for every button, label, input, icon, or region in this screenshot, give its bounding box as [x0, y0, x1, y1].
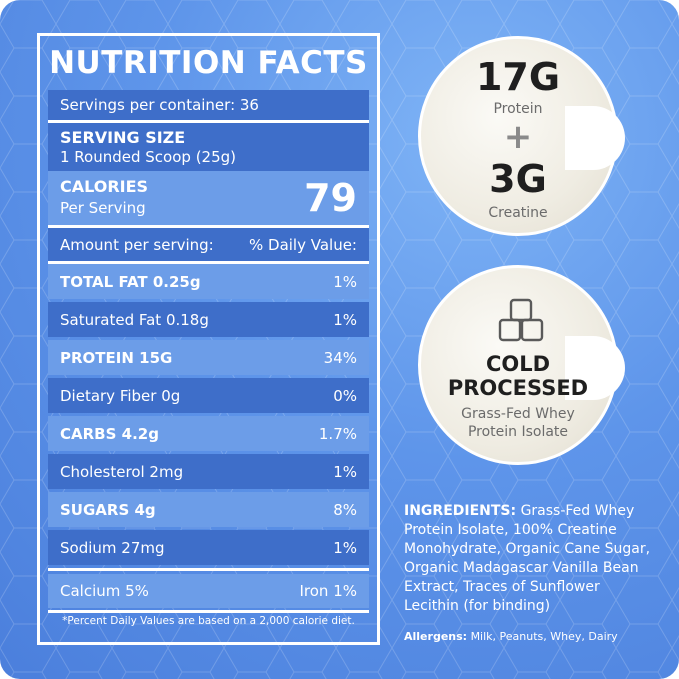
- nutrient-label: Sodium 27mg: [60, 538, 165, 557]
- cold-processed-badge: COLD PROCESSED Grass-Fed Whey Protein Is…: [418, 265, 625, 465]
- iron-text: Iron 1%: [299, 582, 357, 600]
- calories-row: CALORIES Per Serving 79: [48, 171, 369, 225]
- serving-size-value: 1 Rounded Scoop (25g): [60, 148, 237, 166]
- ingredients-block: INGREDIENTS: Grass-Fed Whey Protein Isol…: [404, 502, 654, 616]
- divider: [48, 120, 369, 123]
- serving-size-row: SERVING SIZE 1 Rounded Scoop (25g): [48, 123, 369, 171]
- dv-header: % Daily Value:: [249, 235, 357, 254]
- nutrient-row: TOTAL FAT 0.25g 1%: [48, 264, 369, 299]
- badge-tab: [565, 336, 625, 400]
- nutrient-label: TOTAL FAT 0.25g: [60, 272, 201, 291]
- processed-text: PROCESSED: [447, 376, 589, 400]
- nutrient-row: Sodium 27mg 1%: [48, 530, 369, 565]
- serving-size-label: SERVING SIZE: [60, 128, 186, 147]
- nutrient-label: PROTEIN 15G: [60, 348, 173, 367]
- plus-icon: +: [503, 117, 533, 157]
- footnote: *Percent Daily Values are based on a 2,0…: [62, 615, 355, 627]
- calories-value: 79: [304, 176, 357, 220]
- grass-fed-text: Grass-Fed Whey: [461, 406, 575, 422]
- nutrient-label: Cholesterol 2mg: [60, 462, 184, 481]
- nutrient-label: CARBS 4.2g: [60, 424, 159, 443]
- nutrient-value: 0%: [333, 386, 357, 405]
- nutrient-row: Saturated Fat 0.18g 1%: [48, 302, 369, 337]
- ingredients-label: INGREDIENTS:: [404, 503, 517, 519]
- nutrient-row: CARBS 4.2g 1.7%: [48, 416, 369, 451]
- protein-label: Protein: [493, 101, 543, 117]
- isolate-text: Protein Isolate: [467, 424, 569, 440]
- nutrient-value: 1%: [333, 462, 357, 481]
- nutrient-value: 34%: [323, 348, 357, 367]
- nutrient-row: SUGARS 4g 8%: [48, 492, 369, 527]
- protein-amount: 17G: [475, 55, 561, 99]
- divider: [48, 568, 369, 571]
- ice-cubes-icon: [498, 298, 544, 342]
- nutrition-title: NUTRITION FACTS: [49, 45, 368, 81]
- nutrient-value: 1%: [333, 310, 357, 329]
- nutrient-row: Dietary Fiber 0g 0%: [48, 378, 369, 413]
- calcium-text: Calcium 5%: [60, 582, 149, 600]
- nutrient-row: PROTEIN 15G 34%: [48, 340, 369, 375]
- cold-text: COLD: [485, 352, 551, 376]
- calories-sub: Per Serving: [60, 199, 146, 217]
- allergens-block: Allergens: Milk, Peanuts, Whey, Dairy: [404, 630, 664, 643]
- minerals-row: Calcium 5% Iron 1%: [48, 574, 369, 608]
- divider: [48, 261, 369, 264]
- divider: [48, 225, 369, 228]
- protein-creatine-badge: 17G Protein + 3G Creatine: [418, 36, 625, 236]
- calories-label: CALORIES: [60, 177, 149, 196]
- nutrient-value: 1%: [333, 272, 357, 291]
- nutrition-facts-panel: NUTRITION FACTS Servings per container: …: [37, 33, 380, 645]
- allergens-text: Milk, Peanuts, Whey, Dairy: [470, 630, 618, 643]
- nutrient-value: 1.7%: [318, 424, 357, 443]
- ingredients-text: Grass-Fed Whey Protein Isolate, 100% Cre…: [404, 503, 651, 614]
- nutrient-label: Dietary Fiber 0g: [60, 386, 181, 405]
- creatine-label: Creatine: [488, 205, 548, 221]
- creatine-amount: 3G: [489, 157, 547, 201]
- servings-text: Servings per container: 36: [60, 96, 259, 114]
- nutrient-value: 8%: [333, 500, 357, 519]
- nutrient-label: SUGARS 4g: [60, 500, 156, 519]
- badge-tab: [565, 106, 625, 170]
- nutrient-label: Saturated Fat 0.18g: [60, 310, 209, 329]
- amount-header-row: Amount per serving: % Daily Value:: [48, 228, 369, 261]
- allergens-label: Allergens:: [404, 630, 468, 643]
- divider: [48, 610, 369, 613]
- nutrient-value: 1%: [333, 538, 357, 557]
- amount-header: Amount per serving:: [60, 235, 214, 254]
- servings-row: Servings per container: 36: [48, 90, 369, 120]
- nutrient-row: Cholesterol 2mg 1%: [48, 454, 369, 489]
